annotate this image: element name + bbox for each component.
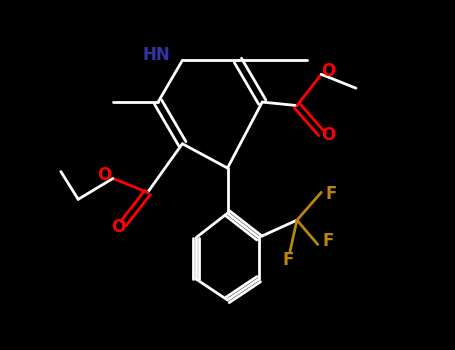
Text: O: O: [321, 62, 335, 80]
Text: HN: HN: [142, 46, 170, 64]
Text: F: F: [326, 185, 337, 203]
Text: F: F: [283, 251, 294, 269]
Text: O: O: [97, 166, 111, 184]
Text: O: O: [111, 218, 125, 236]
Text: O: O: [321, 126, 335, 144]
Text: F: F: [323, 232, 334, 250]
